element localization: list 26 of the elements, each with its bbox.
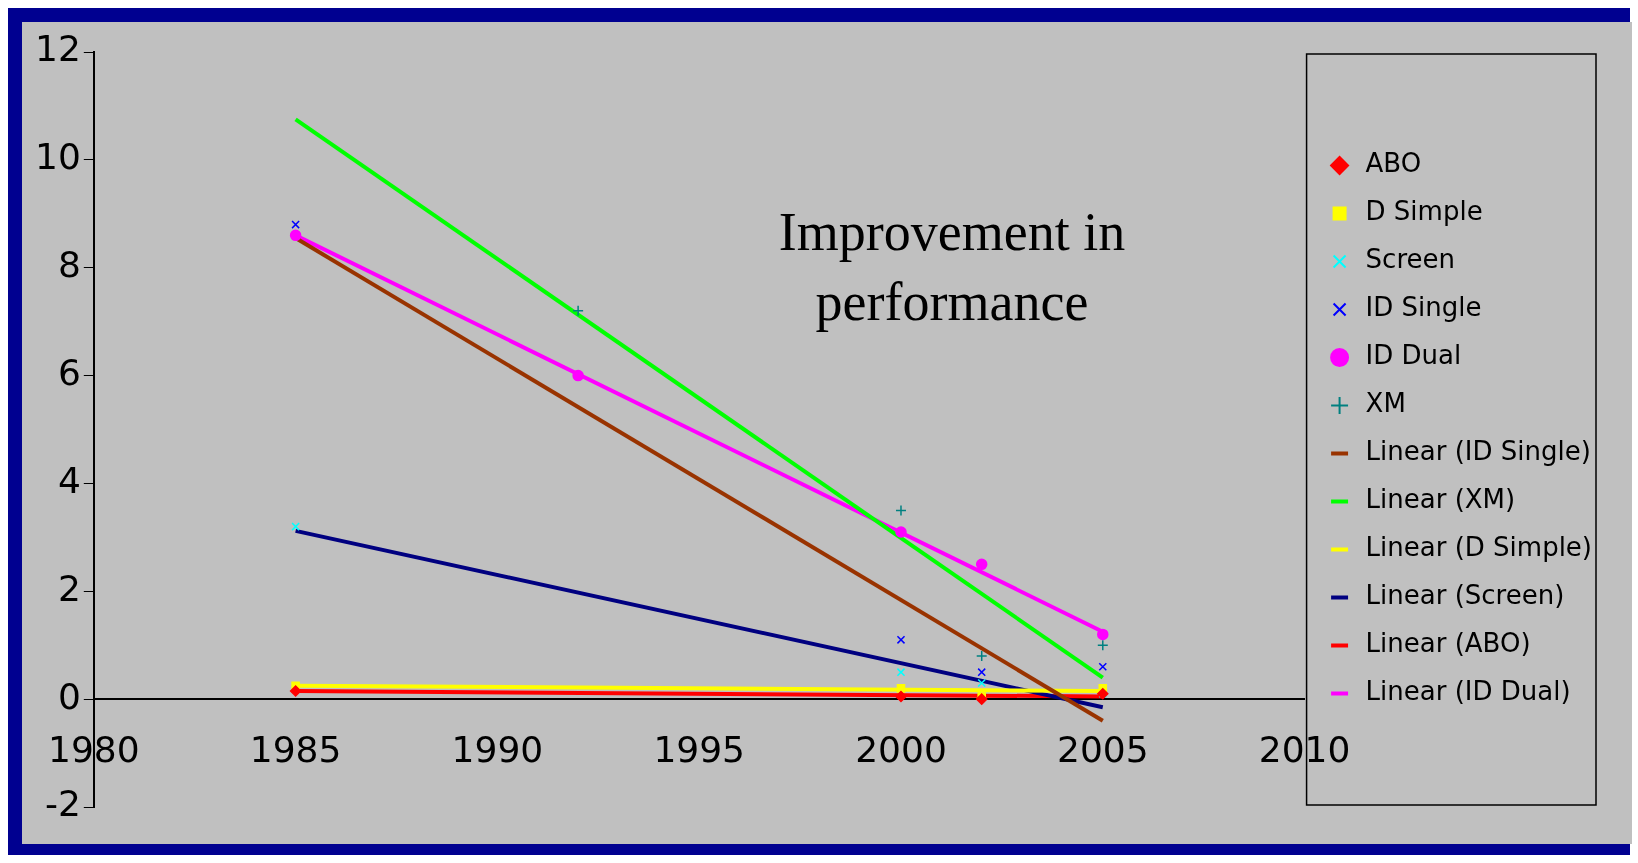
x-tick-label: 1995 <box>653 729 746 771</box>
x-tick-label: 2000 <box>855 729 947 771</box>
y-tick-label: 6 <box>57 351 81 393</box>
legend-label: XM <box>1365 388 1406 419</box>
legend-label: Linear (XM) <box>1365 484 1516 515</box>
y-tick-label: 2 <box>57 567 81 609</box>
y-tick-label: 10 <box>35 136 81 178</box>
x-tick-label: 1985 <box>249 729 342 771</box>
y-tick-label: 4 <box>57 459 81 501</box>
x-tick-label: 1990 <box>451 729 544 771</box>
legend-label: Screen <box>1365 244 1455 275</box>
legend-label: ID Dual <box>1365 340 1462 371</box>
legend-label: ABO <box>1365 148 1422 179</box>
y-tick-label: 12 <box>35 28 81 70</box>
legend-label: Linear (ABO) <box>1365 628 1531 659</box>
text: Improvement in performance <box>777 201 1127 335</box>
legend-label: Linear (ID Dual) <box>1365 676 1571 707</box>
y-tick-label: -2 <box>44 783 81 825</box>
x-tick-label: 2005 <box>1056 729 1149 771</box>
legend-label: D Simple <box>1365 196 1483 227</box>
legend-label: ID Single <box>1365 292 1482 323</box>
legend-label: Linear (Screen) <box>1365 580 1565 611</box>
y-tick-label: 0 <box>57 675 81 717</box>
y-tick-label: 8 <box>57 244 81 286</box>
legend-label: Linear (ID Single) <box>1365 436 1591 467</box>
legend-label: Linear (D Simple) <box>1365 532 1592 563</box>
